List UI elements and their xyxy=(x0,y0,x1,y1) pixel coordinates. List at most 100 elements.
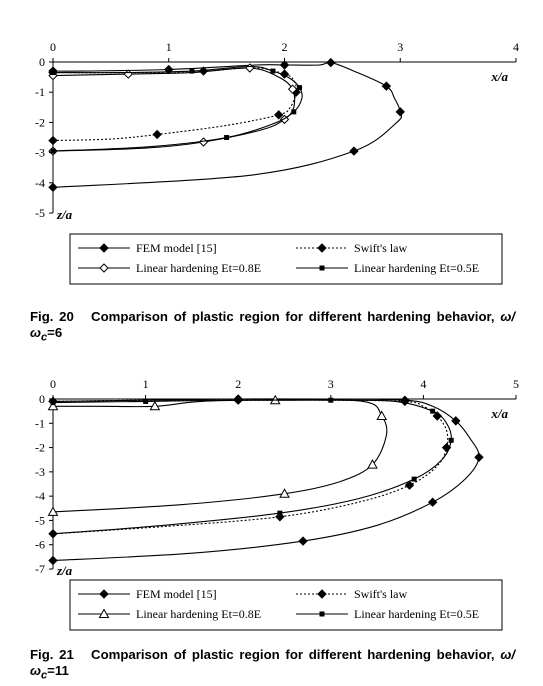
legend: FEM model [15] Swift's law Linear hardenin… xyxy=(69,233,503,285)
legend-entry: FEM model [15] xyxy=(136,587,217,601)
data-point xyxy=(279,488,290,498)
legend-entry: Linear hardening Et=0.8E xyxy=(136,607,261,621)
data-point xyxy=(224,135,230,140)
data-point xyxy=(270,68,276,74)
figure-label: Fig. 21 xyxy=(30,647,74,662)
x-tick-label: 3 xyxy=(328,377,334,391)
data-point xyxy=(427,497,438,507)
legend-swatch-marker xyxy=(99,263,109,273)
y-tick-label: -7 xyxy=(35,562,45,576)
data-point xyxy=(189,68,195,74)
legend-swatch-marker xyxy=(319,265,325,271)
series-3 xyxy=(50,65,303,154)
x-tick-label: 1 xyxy=(143,377,149,391)
chart-plastic-region-fig20: 0 1 2 3 4 0 -1 -2 -3 -4 -5 x/a z/a FEM model [15] Swif… xyxy=(35,40,519,285)
data-point xyxy=(404,480,415,490)
data-point xyxy=(143,398,149,404)
legend-swatch-marker xyxy=(99,589,109,599)
series-line xyxy=(52,67,296,152)
legend-entry: Linear hardening Et=0.8E xyxy=(136,261,261,275)
y-tick-label: 0 xyxy=(39,55,45,69)
series-line xyxy=(52,399,452,535)
x-tick-label: 2 xyxy=(282,40,288,54)
data-point xyxy=(47,400,59,411)
data-point xyxy=(328,397,334,403)
legend-swatch-marker xyxy=(99,243,109,253)
data-point xyxy=(448,437,454,443)
data-point xyxy=(274,110,284,120)
x-tick-label: 1 xyxy=(166,40,172,54)
y-tick-label: 0 xyxy=(39,392,45,406)
legend-swatch-marker xyxy=(317,589,327,599)
series-line xyxy=(52,67,297,142)
data-point xyxy=(50,148,56,154)
y-tick-label: -4 xyxy=(35,489,45,503)
data-point xyxy=(291,109,297,115)
x-tick-label: 0 xyxy=(50,377,56,391)
y-tick-label: -1 xyxy=(35,85,45,99)
data-point xyxy=(123,69,133,79)
data-point xyxy=(349,146,359,156)
series-line xyxy=(52,61,403,188)
data-point xyxy=(277,510,283,516)
y-tick-label: -1 xyxy=(35,416,45,430)
data-point xyxy=(395,107,405,117)
legend: FEM model [15] Swift's law Linear hardenin… xyxy=(69,579,503,631)
caption-ratio-value: =6 xyxy=(47,325,63,340)
x-tick-label: 4 xyxy=(420,377,426,391)
data-point xyxy=(50,531,56,537)
y-axis-label: z/a xyxy=(56,563,73,578)
y-tick-label: -2 xyxy=(35,441,45,455)
figure-label: Fig. 20 xyxy=(30,309,74,324)
data-point xyxy=(50,400,56,406)
caption-text: Comparison of plastic region for differe… xyxy=(91,309,501,324)
data-point xyxy=(367,459,378,469)
legend-entry: Swift's law xyxy=(354,587,407,601)
legend-box xyxy=(69,579,503,631)
y-tick-label: -6 xyxy=(35,538,45,552)
legend-entry: FEM model [15] xyxy=(136,241,217,255)
series-2 xyxy=(47,394,388,516)
legend-swatch-marker xyxy=(98,608,110,618)
y-tick-label: -5 xyxy=(35,206,45,220)
y-tick-label: -5 xyxy=(35,513,45,527)
series-3 xyxy=(50,397,454,537)
y-tick-label: -2 xyxy=(35,115,45,129)
data-point xyxy=(287,84,298,94)
series-2 xyxy=(48,63,298,156)
x-axis-label: x/a xyxy=(490,69,508,84)
caption-text: Comparison of plastic region for differe… xyxy=(91,647,501,662)
x-tick-label: 0 xyxy=(50,40,56,54)
data-point xyxy=(474,452,484,462)
series-line xyxy=(52,399,388,513)
x-axis-label: x/a xyxy=(490,406,508,421)
data-point xyxy=(298,536,308,546)
series-1 xyxy=(48,66,301,146)
data-point xyxy=(411,476,417,482)
legend-entry: Swift's law xyxy=(354,241,407,255)
legend-entry: Linear hardening Et=0.5E xyxy=(354,607,479,621)
series-line xyxy=(52,399,449,535)
data-point xyxy=(48,135,58,146)
data-point xyxy=(279,60,290,70)
y-tick-label: -4 xyxy=(35,176,45,190)
y-axis-label: z/a xyxy=(56,207,73,222)
data-point xyxy=(149,400,161,411)
y-tick-label: -3 xyxy=(35,146,45,160)
series-0 xyxy=(48,394,484,566)
figure-caption: Fig. 20 Comparison of plastic region for… xyxy=(30,309,515,346)
data-point xyxy=(152,129,162,140)
x-tick-label: 2 xyxy=(235,377,241,391)
legend-entry: Linear hardening Et=0.5E xyxy=(354,261,479,275)
data-point xyxy=(47,506,59,516)
x-tick-label: 4 xyxy=(513,40,519,54)
data-point xyxy=(50,70,56,76)
x-tick-label: 5 xyxy=(513,377,519,391)
legend-box xyxy=(69,233,503,285)
figure-21: 0 1 2 3 4 5 0 -1 -2 -3 -4 -5 -6 -7 x/a z/a FEM model [15… xyxy=(0,355,543,686)
caption-ratio: ω/ω xyxy=(30,647,515,678)
data-point xyxy=(48,555,58,566)
caption-ratio-value: =11 xyxy=(47,663,69,678)
series-0 xyxy=(48,57,405,193)
